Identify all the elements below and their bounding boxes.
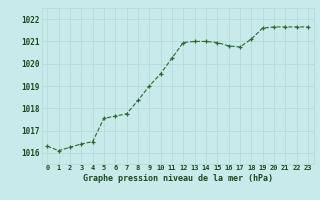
X-axis label: Graphe pression niveau de la mer (hPa): Graphe pression niveau de la mer (hPa)	[83, 174, 273, 183]
